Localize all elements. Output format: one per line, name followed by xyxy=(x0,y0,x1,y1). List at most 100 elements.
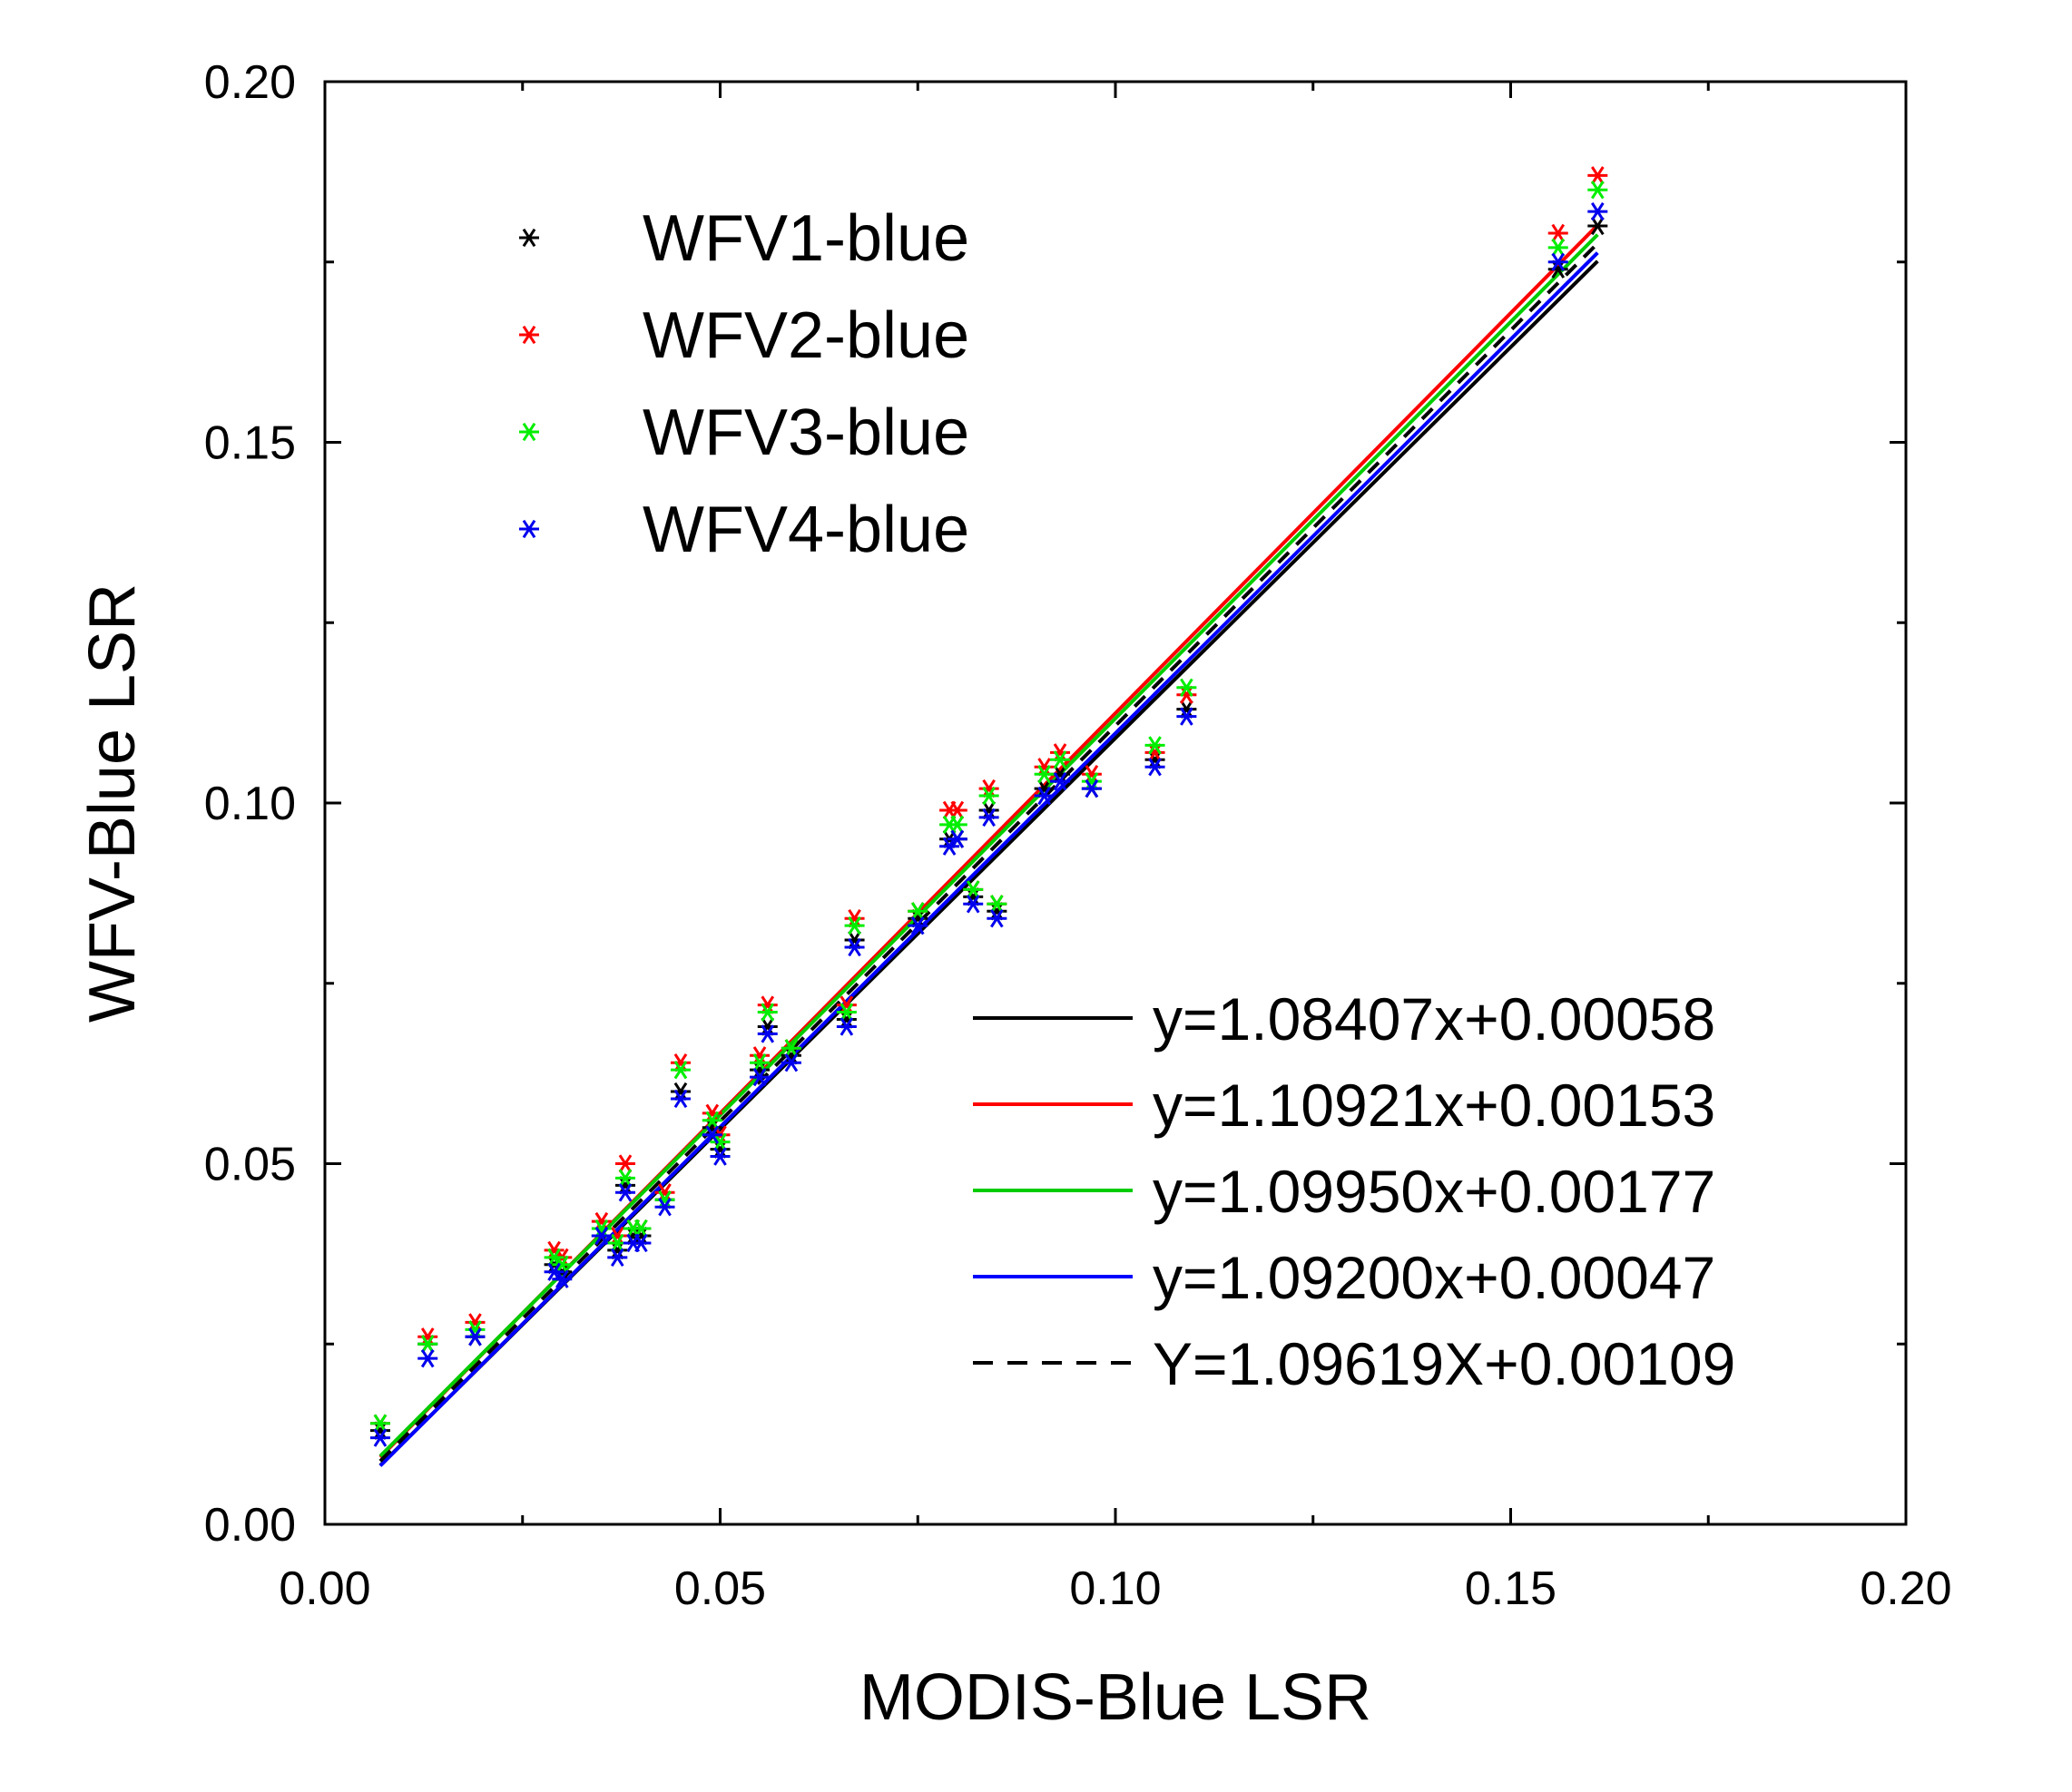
fit-line xyxy=(378,241,1599,1463)
data-point xyxy=(1034,758,1055,777)
y-tick-label: 0.20 xyxy=(204,56,296,109)
data-point xyxy=(654,1190,675,1209)
data-point xyxy=(987,895,1007,914)
data-point xyxy=(631,1233,652,1253)
data-point xyxy=(781,1053,801,1072)
data-point xyxy=(1034,786,1055,806)
data-point xyxy=(614,1169,635,1188)
data-point xyxy=(757,1017,778,1036)
x-tick-label: 0.10 xyxy=(1069,1562,1161,1615)
data-point xyxy=(947,829,967,848)
series-legend: WFV1-blue WFV2-blue WFV3-blue WFV4-blue xyxy=(519,202,969,566)
data-point xyxy=(757,995,778,1014)
fit-legend-label: y=1.08407x+0.00058 xyxy=(1153,985,1715,1053)
data-point xyxy=(978,800,999,820)
data-point xyxy=(978,786,999,806)
data-points-layer xyxy=(369,166,1608,1447)
data-point xyxy=(1547,259,1568,279)
data-point xyxy=(781,1046,801,1065)
data-point xyxy=(417,1348,438,1368)
data-point xyxy=(1547,252,1568,271)
data-point xyxy=(552,1255,573,1274)
data-point xyxy=(750,1053,771,1072)
x-axis-label: MODIS-Blue LSR xyxy=(859,1661,1371,1734)
data-point xyxy=(963,880,984,899)
data-point xyxy=(1050,743,1071,762)
data-point xyxy=(844,937,865,957)
data-point xyxy=(710,1132,731,1151)
data-point xyxy=(417,1327,438,1346)
fit-line xyxy=(378,233,1599,1458)
data-point xyxy=(1144,750,1165,769)
legend-label: WFV3-blue xyxy=(643,397,969,469)
data-point xyxy=(702,1111,722,1130)
data-point xyxy=(654,1198,675,1217)
data-point xyxy=(614,1154,635,1173)
data-point xyxy=(1050,771,1071,791)
data-point xyxy=(1144,736,1165,755)
data-point xyxy=(369,1428,390,1447)
data-point xyxy=(750,1060,771,1080)
data-point xyxy=(614,1183,635,1202)
data-point xyxy=(844,916,865,935)
y-tick-label: 0.05 xyxy=(204,1139,296,1191)
legend-marker xyxy=(519,228,539,248)
data-point xyxy=(750,1067,771,1087)
data-point xyxy=(1587,181,1608,200)
data-point xyxy=(1081,771,1102,791)
x-tick-label: 0.15 xyxy=(1465,1562,1556,1615)
data-point xyxy=(1034,765,1055,784)
fit-lines-layer xyxy=(378,223,1599,1467)
data-point xyxy=(465,1313,486,1332)
data-point xyxy=(757,1024,778,1043)
y-tick-label: 0.15 xyxy=(204,417,296,470)
data-point xyxy=(465,1327,486,1346)
data-point xyxy=(1176,707,1197,726)
x-tick-label: 0.05 xyxy=(674,1562,766,1615)
fit-legend: y=1.08407x+0.00058 y=1.10921x+0.00153 y=1.… xyxy=(973,985,1735,1397)
data-point xyxy=(978,808,999,827)
data-point xyxy=(844,909,865,928)
data-point xyxy=(1547,238,1568,258)
data-point xyxy=(369,1414,390,1433)
data-point xyxy=(844,930,865,950)
data-point xyxy=(987,909,1007,928)
data-point xyxy=(465,1320,486,1339)
data-point xyxy=(947,815,967,835)
data-point xyxy=(670,1089,691,1109)
data-point xyxy=(836,1010,857,1029)
data-point xyxy=(757,1003,778,1022)
data-point xyxy=(963,895,984,914)
data-point xyxy=(836,1017,857,1036)
data-point xyxy=(987,902,1007,921)
data-point xyxy=(670,1082,691,1102)
data-point xyxy=(607,1240,628,1260)
data-point xyxy=(1176,685,1197,704)
data-point xyxy=(1050,750,1071,769)
data-point xyxy=(544,1248,565,1268)
data-point xyxy=(1547,223,1568,243)
y-tick-label: 0.00 xyxy=(204,1499,296,1552)
data-point xyxy=(702,1103,722,1123)
x-tick-label: 0.00 xyxy=(279,1562,370,1615)
fit-line xyxy=(378,251,1599,1467)
data-point xyxy=(417,1335,438,1354)
legend-label: WFV2-blue xyxy=(643,299,969,372)
data-point xyxy=(670,1053,691,1072)
data-point xyxy=(1081,765,1102,784)
data-point xyxy=(836,1003,857,1022)
data-point xyxy=(552,1269,573,1288)
fit-legend-label: y=1.09950x+0.00177 xyxy=(1153,1158,1715,1225)
data-point xyxy=(908,902,928,921)
data-point xyxy=(591,1211,612,1231)
fit-legend-label: y=1.10921x+0.00153 xyxy=(1153,1072,1715,1139)
x-tick-label: 0.20 xyxy=(1860,1562,1951,1615)
legend-label: WFV1-blue xyxy=(643,202,969,275)
data-point xyxy=(781,1039,801,1058)
data-point xyxy=(908,909,928,928)
data-point xyxy=(369,1421,390,1440)
data-point xyxy=(1144,743,1165,762)
axis-ticks: 0.00 0.00 0.05 0.05 0.10 0.10 0.15 0.15 0.20 0.20 xyxy=(204,56,1952,1615)
